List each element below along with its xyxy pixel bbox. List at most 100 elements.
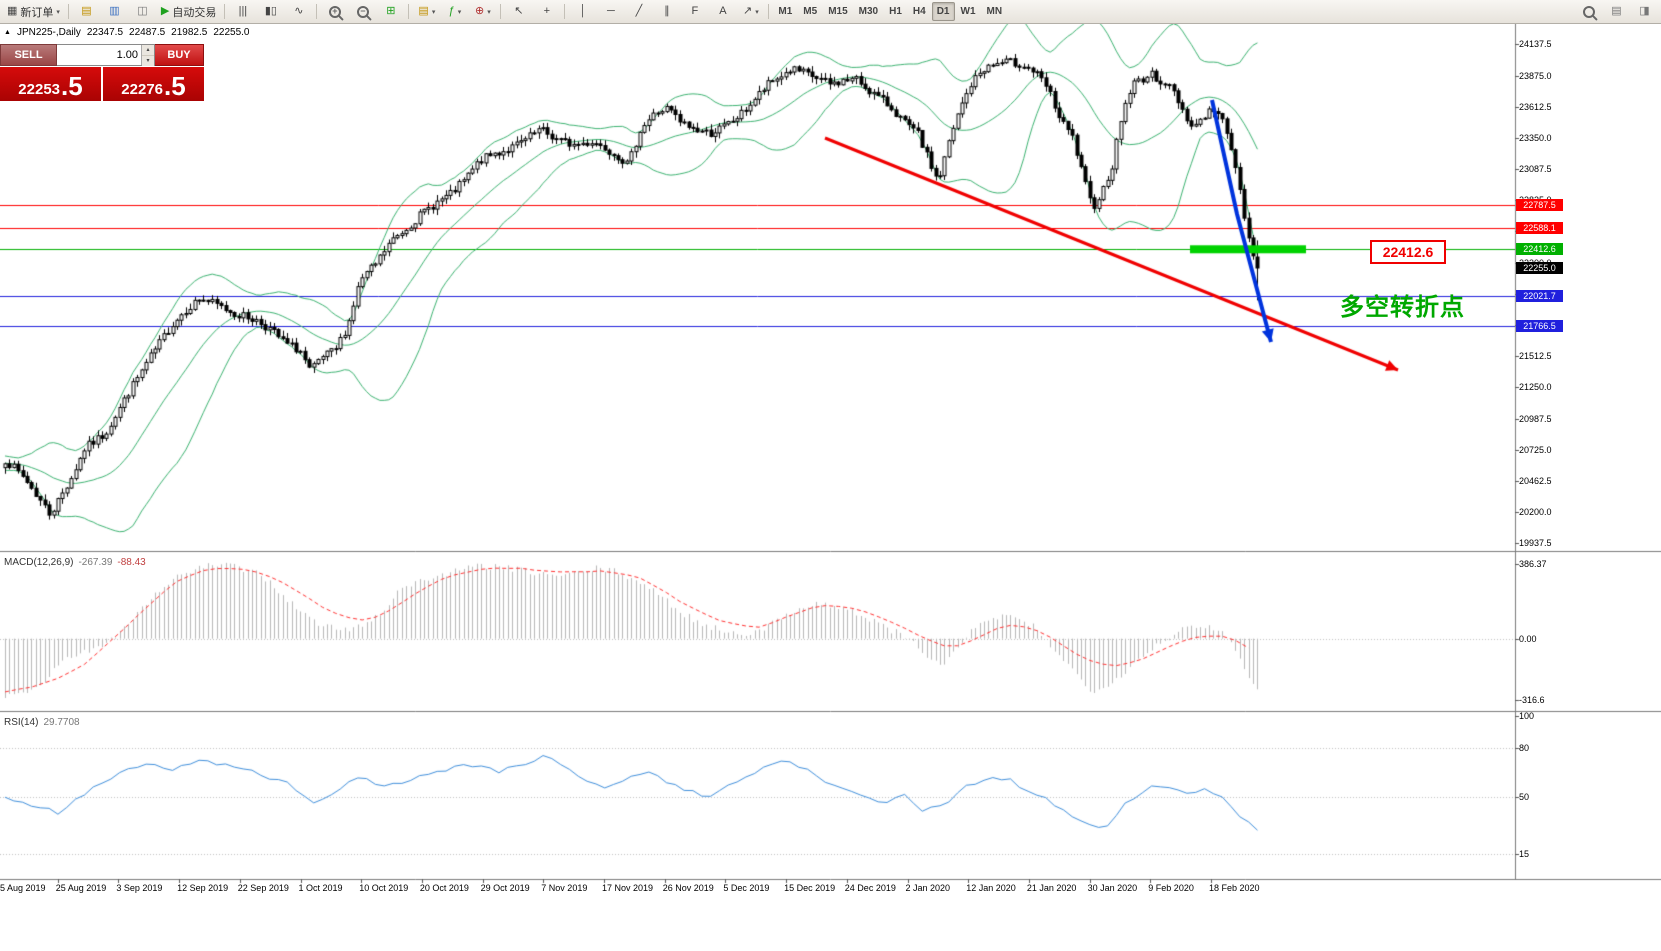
status-b-icon: ◨ (1639, 5, 1650, 17)
chevron-down-icon: ▾ (487, 8, 491, 16)
volume-field[interactable]: 1.00 ▴ ▾ (57, 44, 155, 66)
main-toolbar: ▦ 新订单 ▾ ▤ ▥ ◫ ▶ 自动交易 ||| ▮▯ ∿ + − ⊞ ▤ ▾ ƒ… (0, 0, 1661, 24)
toolbar-separator (67, 4, 69, 19)
terminal-button[interactable]: ◫ (129, 1, 156, 22)
date-label: 18 Feb 2020 (1209, 883, 1260, 893)
sell-price[interactable]: 22253.5 (0, 67, 101, 101)
new-order-button[interactable]: ▦ 新订单 ▾ (3, 1, 64, 22)
date-label: 15 Aug 2019 (0, 883, 46, 893)
volume-up-icon[interactable]: ▴ (142, 45, 154, 56)
vertical-line-icon: │ (579, 5, 587, 17)
rsi-axis-label: 80 (1519, 743, 1530, 754)
symbol-up-icon: ▲ (4, 29, 11, 36)
profiles-button[interactable]: ▥ (101, 1, 128, 22)
date-label: 21 Jan 2020 (1026, 883, 1077, 893)
volume-down-icon[interactable]: ▾ (142, 56, 154, 66)
line-chart-button[interactable]: ∿ (285, 1, 312, 22)
zoom-in-button[interactable]: + (321, 1, 348, 22)
date-label: 12 Sep 2019 (177, 883, 229, 893)
date-label: 10 Oct 2019 (359, 883, 409, 893)
line-chart-icon: ∿ (294, 5, 304, 17)
chevron-down-icon: ▾ (56, 8, 60, 16)
sell-button[interactable]: SELL (0, 44, 57, 66)
date-label: 1 Oct 2019 (298, 883, 343, 893)
crosshair-icon: + (543, 5, 551, 17)
zoom-out-icon: − (356, 5, 369, 18)
timeframe-m30[interactable]: M30 (858, 6, 879, 17)
chevron-down-icon: ▾ (755, 8, 759, 16)
tile-windows-icon: ⊞ (386, 5, 396, 17)
buy-price[interactable]: 22276.5 (103, 67, 204, 101)
timeframe-m15[interactable]: M15 (828, 6, 848, 17)
buy-button[interactable]: BUY (155, 44, 204, 66)
price-line-tag: 21766.5 (1516, 320, 1563, 332)
candlestick-button[interactable]: ▮▯ (257, 1, 284, 22)
date-label: 5 Dec 2019 (723, 883, 770, 893)
date-label: 20 Oct 2019 (419, 883, 469, 893)
timeframe-d1[interactable]: D1 (931, 2, 955, 21)
rsi-axis-label: 100 (1519, 711, 1535, 721)
terminal-icon: ◫ (137, 5, 148, 17)
status-button-b[interactable]: ◨ (1631, 1, 1658, 22)
cursor-button[interactable]: ↖ (505, 1, 532, 22)
charts-button[interactable]: ▤ (73, 1, 100, 22)
price-tick-label: 21250.0 (1519, 382, 1552, 393)
cursor-icon: ↖ (514, 5, 524, 17)
macd-main-value: -267.39 (78, 557, 113, 568)
zoom-out-button[interactable]: − (349, 1, 376, 22)
trendline-button[interactable]: ╱ (625, 1, 652, 22)
price-tick-label: 20987.5 (1519, 413, 1552, 424)
fibonacci-button[interactable]: F (681, 1, 708, 22)
timeframe-m1[interactable]: M1 (778, 6, 793, 17)
toolbar-separator (408, 4, 410, 19)
timeframe-w1[interactable]: W1 (960, 6, 976, 17)
toolbar-separator (564, 4, 566, 19)
arrow-tool-button[interactable]: ↗ ▾ (737, 1, 764, 22)
new-chart-icon: ▤ (418, 5, 429, 17)
date-label: 15 Dec 2019 (784, 883, 836, 893)
timeframe-mn[interactable]: MN (986, 6, 1003, 17)
chart-canvas[interactable] (0, 24, 1661, 951)
objects-button[interactable]: ⊕ ▾ (469, 1, 496, 22)
search-button[interactable] (1575, 1, 1602, 22)
timeframe-h4[interactable]: H4 (912, 6, 926, 17)
symbol-info: ▲ JPN225-,Daily 22347.5 22487.5 21982.5 … (4, 27, 249, 38)
chevron-down-icon: ▾ (431, 8, 436, 16)
tile-windows-button[interactable]: ⊞ (377, 1, 404, 22)
date-label: 9 Feb 2020 (1148, 883, 1194, 893)
status-a-icon: ▤ (1611, 5, 1622, 17)
timeframe-h1[interactable]: H1 (889, 6, 902, 17)
price-tick-label: 23612.5 (1519, 101, 1552, 112)
ohlc-high: 22487.5 (129, 27, 166, 38)
price-tick-label: 20200.0 (1519, 507, 1552, 517)
ohlc-open: 22347.5 (86, 27, 124, 38)
status-button-a[interactable]: ▤ (1603, 1, 1630, 22)
text-tool-button[interactable]: A (709, 1, 736, 22)
charts-icon: ▤ (81, 5, 92, 17)
channel-button[interactable]: ∥ (653, 1, 680, 22)
chevron-down-icon: ▾ (457, 8, 462, 16)
volume-stepper[interactable]: ▴ ▾ (141, 45, 154, 66)
horizontal-line-button[interactable]: ─ (597, 1, 624, 22)
rsi-axis-label: 50 (1519, 792, 1530, 802)
price-tick-label: 20725.0 (1519, 444, 1552, 455)
toolbar-separator (316, 4, 318, 19)
trendline-icon: ╱ (635, 5, 643, 17)
autotrading-button[interactable]: ▶ 自动交易 (157, 1, 220, 22)
macd-axis-label: -316.6 (1519, 694, 1545, 705)
date-label: 25 Aug 2019 (55, 883, 107, 893)
indicators-button[interactable]: ƒ ▾ (441, 1, 468, 22)
new-chart-button[interactable]: ▤ ▾ (413, 1, 440, 22)
objects-icon: ⊕ (475, 5, 485, 17)
vertical-line-button[interactable]: │ (569, 1, 596, 22)
timeframe-group: M1 M5 M15 M30 H1 H4 D1 W1 MN (773, 2, 1007, 21)
date-label: 17 Nov 2019 (602, 883, 654, 893)
horizontal-line-icon: ─ (606, 5, 615, 17)
date-label: 24 Dec 2019 (844, 883, 896, 893)
price-line-tag: 22588.1 (1516, 222, 1563, 235)
text-tool-icon: A (719, 5, 727, 17)
bar-chart-button[interactable]: ||| (229, 1, 256, 22)
crosshair-button[interactable]: + (533, 1, 560, 22)
timeframe-m5[interactable]: M5 (803, 6, 818, 17)
